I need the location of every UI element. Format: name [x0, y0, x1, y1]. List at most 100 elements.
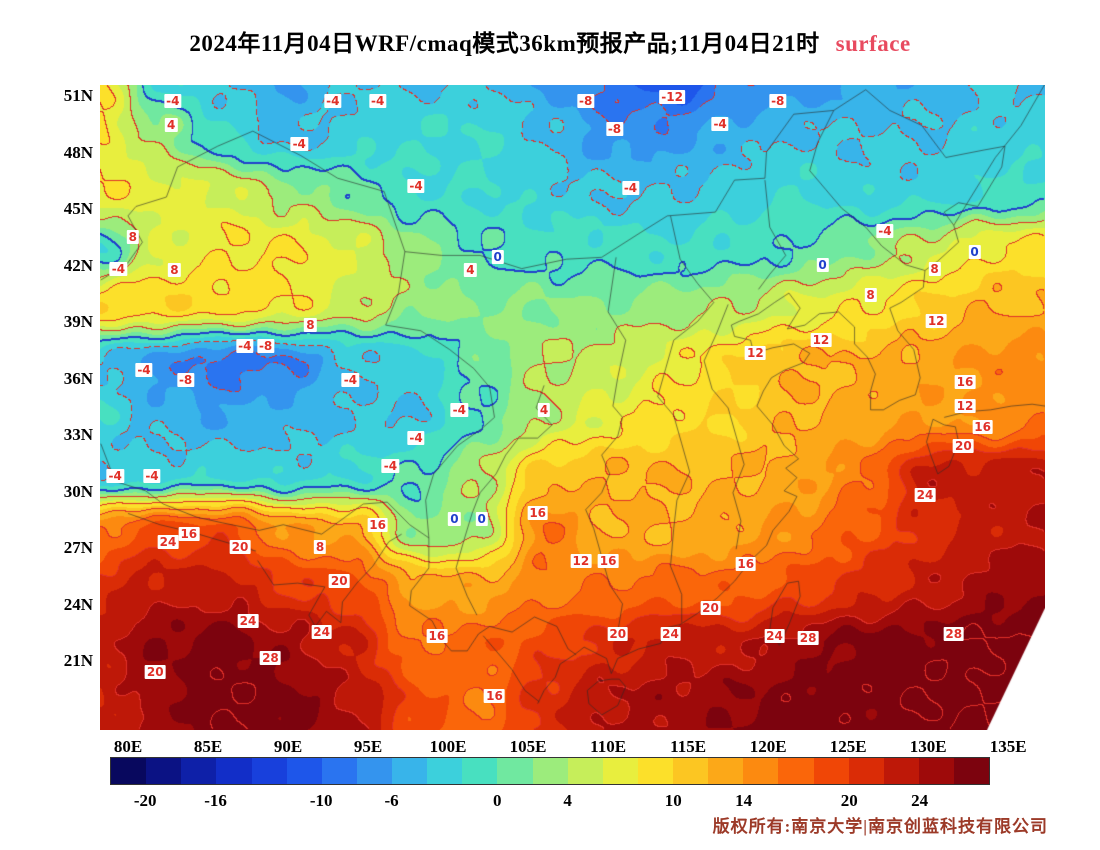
- contour-value-label: 24: [660, 626, 681, 641]
- colorbar-swatch: [708, 758, 744, 784]
- colorbar-swatch: [111, 758, 147, 784]
- colorbar-swatch: [918, 758, 954, 784]
- contour-value-label: 8: [313, 540, 327, 555]
- contour-value-label: -4: [135, 363, 153, 378]
- colorbar-tick-label: 24: [911, 791, 929, 810]
- contour-value-label: -8: [605, 122, 624, 137]
- contour-value-label: -4: [407, 431, 425, 446]
- contour-value-label: 24: [914, 487, 936, 502]
- colorbar-swatch: [602, 758, 638, 784]
- colorbar-swatch: [427, 758, 463, 784]
- lat-tick-label: 27N: [63, 538, 93, 558]
- lon-tick-label: 100E: [429, 737, 467, 756]
- contour-value-label: 20: [953, 438, 974, 453]
- contour-value-label: 28: [943, 626, 965, 641]
- contour-value-label: 24: [157, 534, 179, 549]
- contour-value-label: 8: [304, 318, 317, 333]
- colorbar-swatch: [356, 758, 392, 784]
- colorbar-tick-label: 14: [735, 791, 753, 810]
- lat-tick-label: 48N: [63, 142, 93, 162]
- lat-tick-label: 21N: [63, 651, 93, 671]
- contour-value-label: -8: [577, 94, 595, 108]
- lat-tick-label: 30N: [63, 481, 93, 501]
- lat-tick-label: 39N: [63, 312, 93, 332]
- colorbar-tick-label: -20: [133, 791, 157, 810]
- contour-value-label: 16: [954, 374, 976, 389]
- colorbar-swatch: [813, 758, 849, 784]
- contour-value-label: 20: [607, 626, 629, 641]
- contour-value-label: -8: [256, 338, 275, 353]
- contour-value-label: 4: [537, 402, 551, 417]
- contour-value-label: 20: [229, 540, 251, 555]
- colorbar-swatch: [567, 758, 603, 784]
- contour-value-label: -4: [407, 178, 425, 193]
- contour-value-label: -4: [341, 372, 360, 387]
- contour-value-label: -8: [176, 372, 195, 387]
- contour-value-label: -12: [659, 90, 685, 105]
- chart-title-surface-label: surface: [835, 31, 911, 56]
- lat-tick-label: 45N: [63, 199, 93, 219]
- colorbar-swatch: [216, 758, 252, 784]
- colorbar-swatch: [251, 758, 287, 784]
- contour-value-label: -4: [236, 338, 254, 353]
- colorbar-swatch: [848, 758, 884, 784]
- colorbar-swatch: [181, 758, 217, 784]
- lon-tick-label: 105E: [509, 737, 547, 756]
- contour-value-label: 0: [816, 257, 829, 272]
- contour-value-label: -4: [711, 116, 729, 131]
- colorbar-swatch: [462, 758, 498, 784]
- contour-value-label: -4: [368, 94, 387, 108]
- contour-value-label: 12: [954, 399, 976, 414]
- lat-tick-label: 42N: [63, 255, 93, 275]
- copyright-text: 版权所有:南京大学|南京创蓝科技有限公司: [712, 817, 1048, 836]
- colorbar-swatch: [321, 758, 357, 784]
- contour-value-label: 12: [810, 333, 832, 348]
- colorbar-tick-label: 4: [563, 791, 572, 810]
- colorbar-swatch: [392, 758, 428, 784]
- colorbar-tick-label: 10: [664, 791, 682, 810]
- colorbar-tick-label: -16: [204, 791, 227, 810]
- colorbar-tick-label: 20: [840, 791, 858, 810]
- contour-value-label: 4: [165, 118, 178, 133]
- lon-tick-label: 110E: [590, 737, 627, 756]
- contour-value-label: 8: [126, 229, 139, 244]
- contour-value-label: 16: [527, 506, 549, 521]
- lon-tick-label: 130E: [909, 737, 947, 756]
- colorbar-swatch: [146, 758, 182, 784]
- contour-value-label: 28: [260, 651, 281, 666]
- contour-value-label: 12: [744, 346, 766, 361]
- contour-value-label: 8: [864, 287, 877, 302]
- lat-tick-label: 36N: [63, 368, 93, 388]
- contour-value-label: -4: [450, 402, 468, 417]
- contour-value-label: 24: [311, 625, 332, 640]
- contour-value-label: 28: [797, 630, 819, 645]
- contour-value-label: 20: [328, 574, 350, 589]
- colorbar-swatch: [673, 758, 709, 784]
- lat-tick-label: 24N: [63, 594, 93, 614]
- lon-tick-label: 135E: [989, 737, 1027, 756]
- contour-value-label: 16: [972, 419, 993, 434]
- colorbar-swatch: [637, 758, 673, 784]
- contour-value-label: 8: [168, 263, 181, 278]
- colorbar-swatch: [743, 758, 779, 784]
- contour-value-label: -8: [769, 94, 787, 108]
- contour-value-label: -4: [164, 94, 182, 108]
- contour-value-label: 16: [735, 557, 757, 572]
- lat-tick-label: 51N: [63, 86, 93, 106]
- chart-title-main: 2024年11月04日WRF/cmaq模式36km预报产品;11月04日21时: [189, 31, 820, 56]
- lon-tick-label: 125E: [829, 737, 867, 756]
- contour-value-label: 16: [367, 517, 389, 532]
- contour-value-label: 12: [570, 553, 592, 568]
- contour-value-label: 0: [968, 244, 981, 259]
- colorbar-tick-label: 0: [492, 791, 502, 810]
- contour-value-label: 0: [448, 512, 461, 527]
- colorbar-swatch: [778, 758, 814, 784]
- contour-value-label: 20: [700, 600, 721, 615]
- contour-value-label: -4: [109, 261, 128, 276]
- contour-value-label: 12: [925, 314, 947, 329]
- contour-value-label: -4: [106, 468, 124, 483]
- contour-value-label: 24: [237, 613, 259, 628]
- chart-title: 2024年11月04日WRF/cmaq模式36km预报产品;11月04日21时 s…: [0, 24, 1100, 58]
- contour-value-label: 0: [491, 250, 504, 265]
